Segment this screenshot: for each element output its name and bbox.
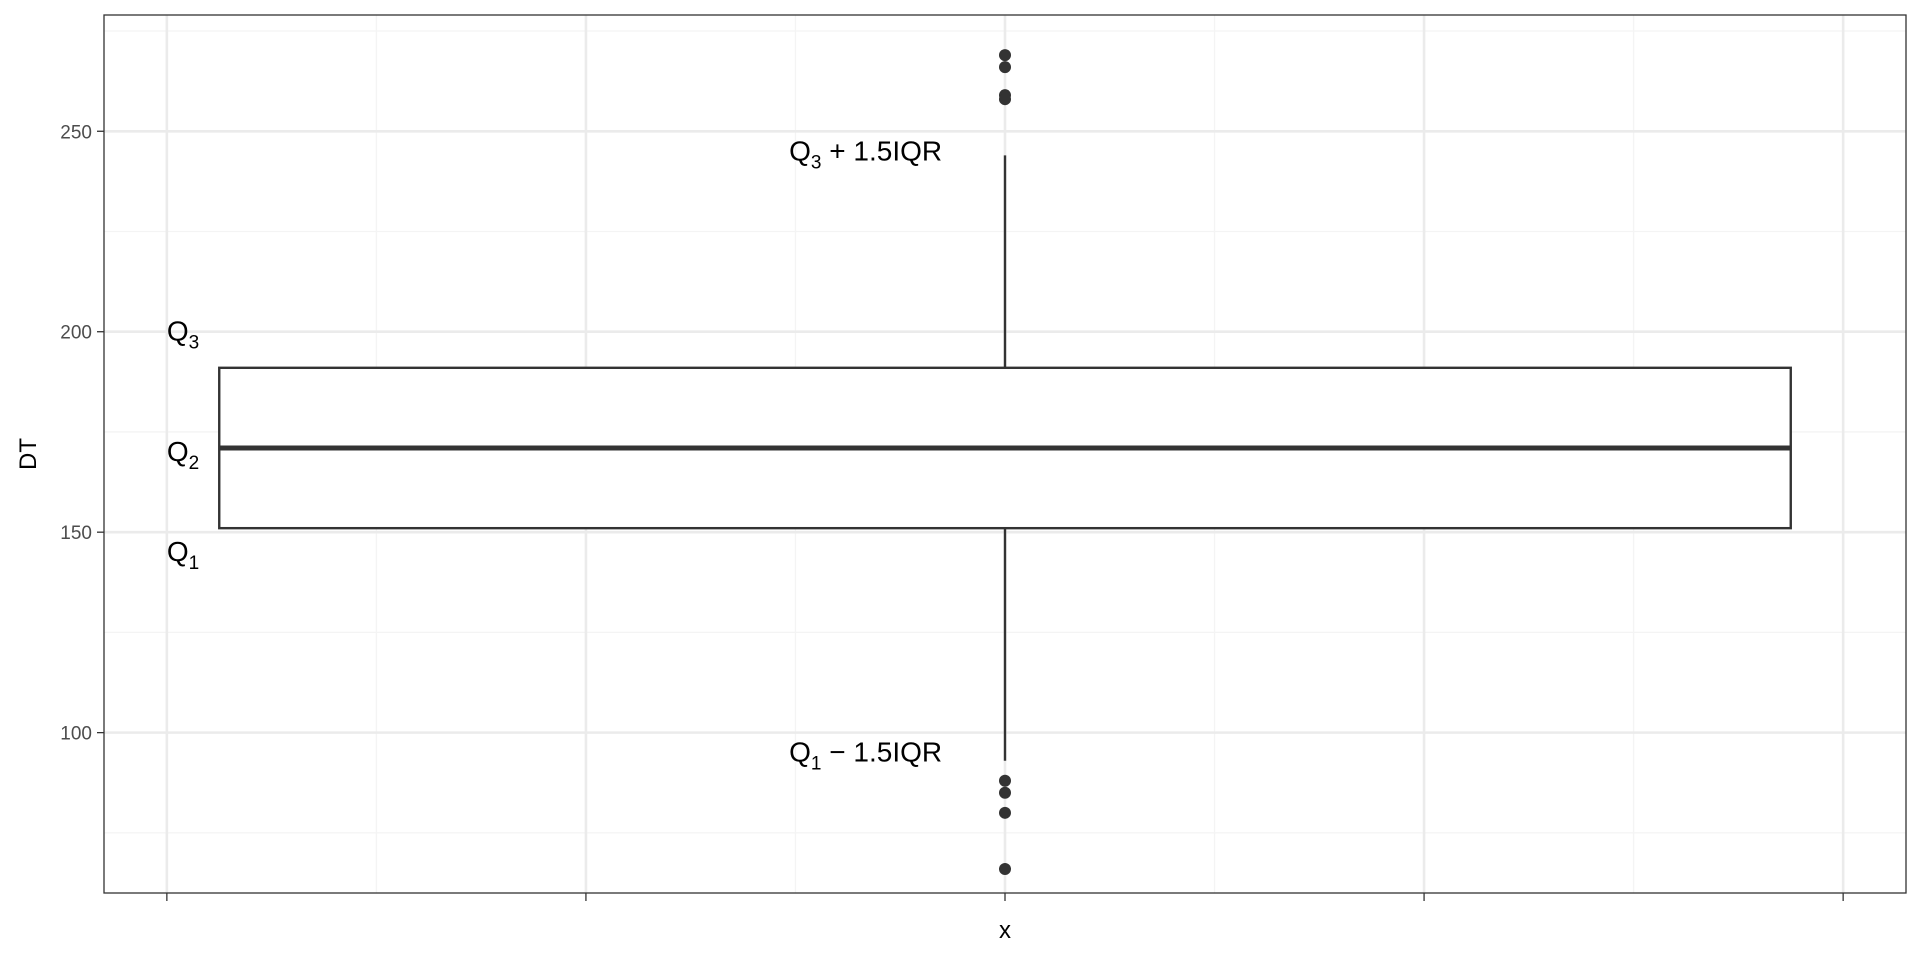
y-axis-title: DT xyxy=(15,438,42,470)
annotation-rest: + 1.5IQR xyxy=(822,135,943,166)
y-tick-label: 250 xyxy=(60,122,92,143)
annotation-q1: Q1 xyxy=(167,536,199,574)
annotation-subscript: 3 xyxy=(811,152,822,173)
annotation-subscript: 1 xyxy=(189,553,200,574)
annotation-q3: Q3 xyxy=(167,316,199,354)
outlier-point xyxy=(999,49,1011,62)
outlier-point xyxy=(999,774,1011,787)
annotation-base: Q xyxy=(789,737,811,768)
annotation-base: Q xyxy=(789,135,811,166)
outlier-point xyxy=(999,61,1011,74)
annotation-base: Q xyxy=(167,436,189,467)
annotation-base: Q xyxy=(167,536,189,567)
y-tick-label: 100 xyxy=(60,724,92,745)
y-tick-label: 150 xyxy=(60,523,92,544)
annotation-subscript: 2 xyxy=(189,453,200,474)
outlier-point xyxy=(999,806,1011,819)
axis-layer: 100 150 200 250 xyxy=(60,122,1844,901)
outlier-point xyxy=(999,93,1011,106)
annotation-base: Q xyxy=(167,316,189,347)
annotation-rest: − 1.5IQR xyxy=(822,737,943,768)
annotation-lower-fence: Q1 − 1.5IQR xyxy=(789,737,942,775)
outlier-point xyxy=(999,862,1011,875)
annotation-subscript: 1 xyxy=(811,754,822,775)
x-axis-title: x xyxy=(999,917,1011,944)
annotation-q2: Q2 xyxy=(167,436,199,474)
annotation-subscript: 3 xyxy=(189,333,200,354)
annotation-upper-fence: Q3 + 1.5IQR xyxy=(789,135,942,173)
y-tick-label: 200 xyxy=(60,323,92,344)
outlier-point xyxy=(999,786,1011,799)
